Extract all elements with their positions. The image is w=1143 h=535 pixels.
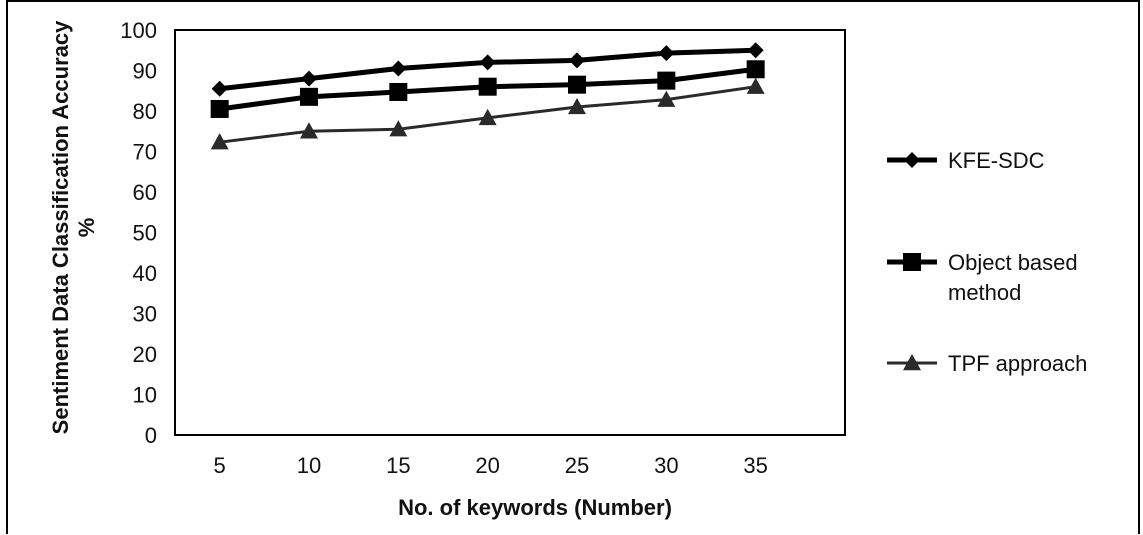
- y-tick-label: 70: [133, 140, 157, 165]
- x-tick-label: 30: [654, 453, 678, 478]
- series-layer: [210, 42, 765, 150]
- data-point: [389, 82, 408, 101]
- x-tick-label: 15: [386, 453, 410, 478]
- data-point: [390, 60, 407, 77]
- data-point: [389, 120, 408, 137]
- y-tick-label: 90: [133, 59, 157, 84]
- data-point: [568, 97, 586, 115]
- legend: KFE-SDC Object based method TPF approach: [887, 148, 1087, 376]
- data-point: [301, 70, 317, 87]
- data-point: [746, 77, 765, 94]
- y-tick-label: 100: [120, 18, 157, 43]
- data-point: [903, 354, 921, 371]
- series-triangle: [210, 77, 765, 150]
- y-axis-title: Sentiment Data Classification Accuracy%: [48, 20, 99, 434]
- data-point: [211, 80, 228, 97]
- y-tick-label: 50: [133, 221, 157, 246]
- x-tick-label: 35: [743, 453, 767, 478]
- x-tick-label: 25: [565, 453, 589, 478]
- y-axis-title-line: %: [74, 218, 99, 238]
- y-tick-label: 30: [133, 302, 157, 327]
- series-diamond: [211, 42, 764, 97]
- data-point: [478, 77, 497, 96]
- data-point: [568, 75, 586, 94]
- data-point: [210, 133, 229, 150]
- x-axis-title: No. of keywords (Number): [398, 495, 672, 520]
- series-square: [210, 60, 765, 118]
- data-point: [658, 45, 675, 62]
- legend-label: KFE-SDC: [948, 148, 1045, 173]
- chart-frame: [6, 0, 1140, 534]
- data-point: [746, 60, 765, 79]
- data-point: [479, 54, 496, 71]
- legend-label-line: Object based: [948, 250, 1078, 275]
- data-point: [904, 152, 920, 168]
- legend-label: Object based method: [948, 250, 1078, 305]
- y-tick-label: 80: [133, 99, 157, 124]
- y-axis-ticks: 0 10 20 30 40 50 60 70 80 90 100: [120, 18, 157, 448]
- data-point: [300, 122, 318, 139]
- data-point: [657, 71, 676, 90]
- plot-area: [174, 29, 846, 436]
- data-point: [747, 42, 764, 59]
- data-point: [300, 87, 318, 106]
- data-point: [657, 90, 676, 107]
- legend-item: KFE-SDC: [887, 148, 1045, 173]
- data-point: [478, 108, 497, 126]
- data-point: [210, 99, 229, 118]
- y-tick-label: 60: [133, 180, 157, 205]
- y-tick-label: 0: [145, 423, 157, 448]
- legend-label: TPF approach: [948, 351, 1087, 376]
- data-point: [903, 253, 921, 271]
- x-axis-ticks: 5 10 15 20 25 30 35: [214, 453, 768, 478]
- data-point: [569, 52, 585, 69]
- y-tick-label: 20: [133, 342, 157, 367]
- x-tick-label: 5: [214, 453, 226, 478]
- y-axis-title-line: Sentiment Data Classification Accuracy: [48, 20, 73, 434]
- y-tick-label: 10: [133, 383, 157, 408]
- legend-item: TPF approach: [887, 351, 1087, 376]
- legend-item: Object based method: [887, 250, 1078, 305]
- plot-border: [174, 29, 846, 436]
- x-tick-label: 10: [297, 453, 321, 478]
- legend-label-line: method: [948, 280, 1021, 305]
- y-tick-label: 40: [133, 261, 157, 286]
- x-tick-label: 20: [475, 453, 499, 478]
